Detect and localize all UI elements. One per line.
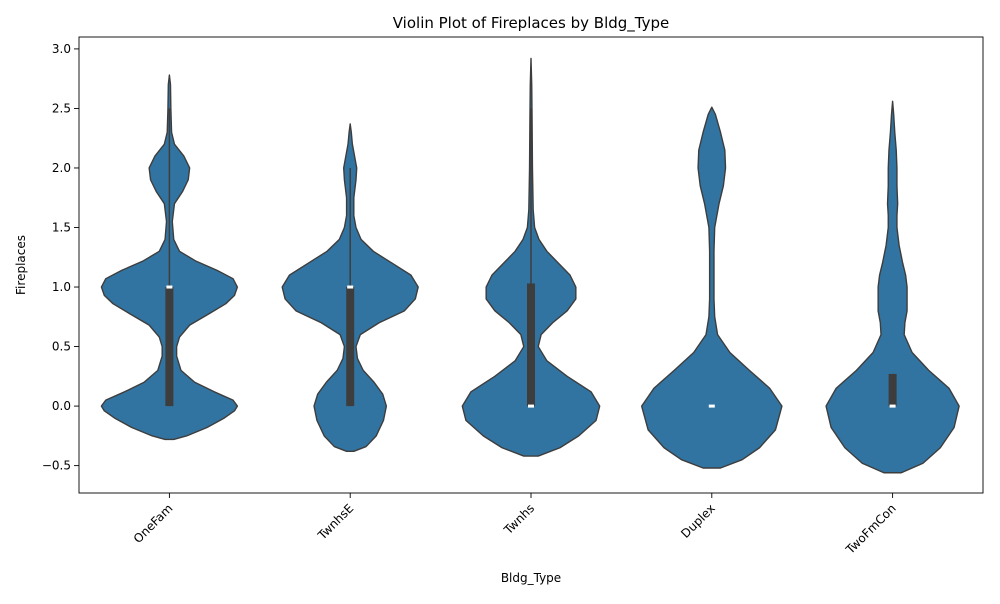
y-axis-label: Fireplaces	[14, 235, 28, 295]
violin-body	[640, 106, 783, 469]
violin-twnhs	[461, 57, 601, 457]
violin-body	[825, 100, 960, 474]
y-tick-label: −0.5	[42, 459, 71, 473]
violin-box	[346, 287, 355, 407]
y-tick-label: 0.0	[52, 399, 71, 413]
violin-median	[889, 404, 896, 408]
violin-twnhse	[281, 123, 419, 453]
violin-onefam	[100, 74, 239, 441]
y-axis: −0.5 0.0 0.5 1.0 1.5 2.0 2.5 3.0	[42, 42, 79, 473]
y-tick-label: 1.0	[52, 280, 71, 294]
violin-median	[347, 285, 354, 289]
y-tick-label: 3.0	[52, 42, 71, 56]
violin-twofmcon	[825, 100, 960, 474]
violin-box	[888, 373, 897, 407]
violin-box	[165, 287, 174, 407]
violin-median	[708, 404, 715, 408]
violin-duplex	[640, 106, 783, 469]
violin-median	[166, 285, 173, 289]
x-axis-label: Bldg_Type	[501, 571, 561, 585]
y-tick-label: 1.5	[52, 220, 71, 234]
violin-box	[527, 283, 535, 407]
plot-frame	[78, 36, 984, 494]
y-tick-label: 0.5	[52, 340, 71, 354]
plot-area	[100, 57, 960, 474]
y-tick-label: 2.5	[52, 101, 71, 115]
violin-median	[528, 404, 534, 408]
y-tick-label: 2.0	[52, 161, 71, 175]
chart-title: Violin Plot of Fireplaces by Bldg_Type	[393, 14, 669, 33]
